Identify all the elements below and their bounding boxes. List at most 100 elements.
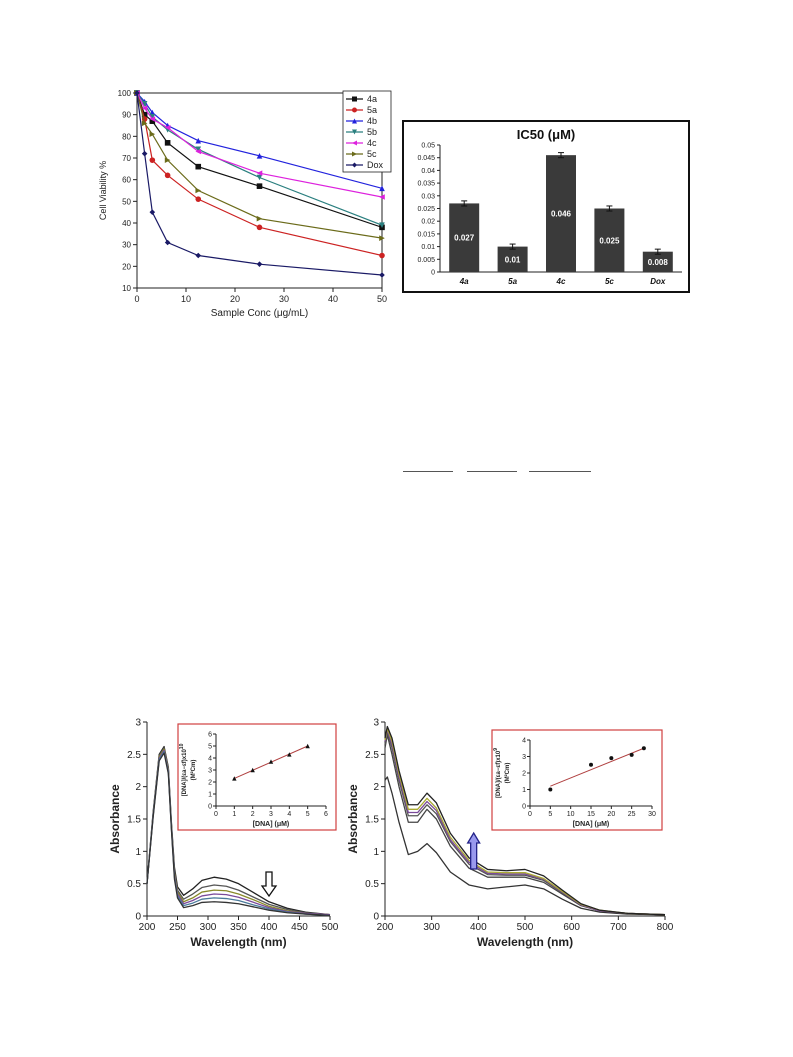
divider-line-2: [467, 471, 517, 472]
y-tick-label: 2: [135, 782, 141, 793]
category-label: 5a: [508, 277, 517, 286]
data-point: [195, 163, 202, 170]
series-5b: [134, 90, 385, 228]
legend-label: Dox: [367, 160, 384, 170]
y-tick-label: 1: [135, 847, 141, 858]
y-tick-label: 1: [373, 847, 379, 858]
spectrum-line: [146, 748, 331, 916]
y-tick-label: 80: [122, 132, 131, 141]
value-label: 0.008: [648, 258, 669, 267]
data-point: [256, 170, 263, 176]
inset-x-tick-label: 0: [528, 811, 532, 818]
data-point: [164, 124, 171, 131]
inset-data-point: [232, 776, 237, 781]
legend-marker: [352, 118, 357, 124]
spectrum-line: [146, 751, 331, 917]
inset-x-tick-label: 2: [251, 811, 255, 818]
y-tick-label: 20: [122, 262, 131, 271]
x-tick-label: 300: [200, 922, 217, 933]
divider-line-3: [529, 471, 591, 472]
inset-y-tick-label: 0: [208, 804, 212, 811]
legend-label: 4c: [367, 138, 377, 148]
x-tick-label: 250: [169, 922, 186, 933]
x-tick-label: 800: [657, 922, 674, 933]
x-tick-label: 20: [230, 294, 240, 304]
y-tick-label: 0: [135, 912, 141, 923]
inset-x-axis-label: [DNA] (μM): [253, 821, 290, 828]
x-tick-label: 400: [470, 922, 487, 933]
data-point: [256, 215, 263, 222]
inset-fit-line: [550, 747, 645, 787]
inset-data-point: [641, 746, 646, 751]
inset-data-point: [305, 743, 310, 749]
data-point: [141, 111, 148, 118]
inset-y-axis-label: [DNA]/(εa−εf)x109: [493, 748, 502, 798]
inset-y-tick-label: 2: [522, 771, 526, 778]
inset-data-point: [589, 762, 593, 767]
data-point: [256, 224, 263, 231]
y-tick-label: 0.045: [417, 155, 435, 162]
x-axis-label: Wavelength (nm): [190, 935, 286, 949]
data-point: [164, 239, 171, 246]
inset-y-tick-label: 4: [208, 756, 212, 763]
inset-data-point: [548, 787, 553, 792]
inset-y-axis-label: [DNA]/(εa−εf)x1010: [179, 743, 188, 796]
data-point: [141, 150, 148, 157]
x-tick-label: 450: [291, 922, 308, 933]
x-tick-label: 0: [134, 294, 139, 304]
data-point: [379, 235, 385, 241]
bar: [497, 246, 528, 272]
inset-x-tick-label: 5: [548, 811, 552, 818]
inset-x-tick-label: 25: [628, 811, 636, 818]
value-label: 0.01: [505, 255, 521, 264]
y-axis-label: Absorbance: [108, 784, 122, 854]
legend-marker: [352, 129, 357, 135]
y-tick-label: 0.01: [421, 244, 435, 251]
x-axis-label: Sample Conc (μg/mL): [211, 308, 308, 319]
inset-y-tick-label: 1: [208, 792, 212, 799]
x-tick-label: 50: [377, 294, 387, 304]
category-label: 4c: [556, 277, 566, 286]
y-tick-label: 0.02: [421, 219, 435, 226]
y-tick-label: 0.015: [417, 231, 435, 238]
y-tick-label: 40: [122, 219, 131, 228]
inset-chart: 0 1 2 3 4 5 6 0 1 2 3 4 5 6 [DNA] (μM) [DNA]/(εa−εf)x10…: [177, 723, 337, 831]
inset-y-tick-label: 2: [208, 780, 212, 787]
arrow-up-icon: [466, 831, 481, 870]
data-point: [195, 187, 202, 194]
y-tick-label: 0.005: [417, 257, 435, 264]
inset-chart: 0 5 10 15 20 25 30 0 1 2 3 4 [DNA] (μM) [DNA]/(εa−εf)…: [491, 729, 663, 831]
y-tick-label: 90: [122, 111, 131, 120]
inset-y-tick-label: 4: [522, 738, 526, 745]
data-point: [195, 252, 202, 259]
inset-x-axis-label: [DNA] (μM): [573, 821, 610, 828]
bar-group: 0.027 4a: [449, 200, 480, 286]
data-point: [256, 183, 263, 189]
x-tick-label: 300: [423, 922, 440, 933]
y-tick-label: 0: [431, 270, 435, 277]
y-tick-label: 0: [373, 912, 379, 923]
data-point: [195, 196, 202, 202]
data-point: [149, 118, 156, 124]
inset-x-tick-label: 4: [287, 811, 291, 818]
value-label: 0.046: [551, 210, 572, 219]
value-label: 0.027: [454, 234, 475, 243]
data-point: [164, 157, 171, 163]
data-point: [149, 131, 156, 137]
divider-line-1: [403, 471, 453, 472]
y-tick-label: 2: [373, 782, 379, 793]
legend-label: 4a: [367, 94, 377, 104]
inset-y-tick-label: 0: [522, 804, 526, 811]
inset-x-tick-label: 20: [607, 811, 615, 818]
legend-label: 5c: [367, 149, 377, 159]
spectrum-line: [384, 776, 666, 916]
bar: [449, 203, 480, 272]
data-point: [141, 105, 148, 111]
y-tick-label: 10: [122, 284, 131, 293]
y-tick-label: 70: [122, 154, 131, 163]
data-point: [149, 209, 156, 215]
y-tick-label: 100: [118, 89, 132, 98]
inset-y-axis-unit: (M²Cm): [504, 763, 511, 784]
category-label: 4a: [459, 277, 469, 286]
